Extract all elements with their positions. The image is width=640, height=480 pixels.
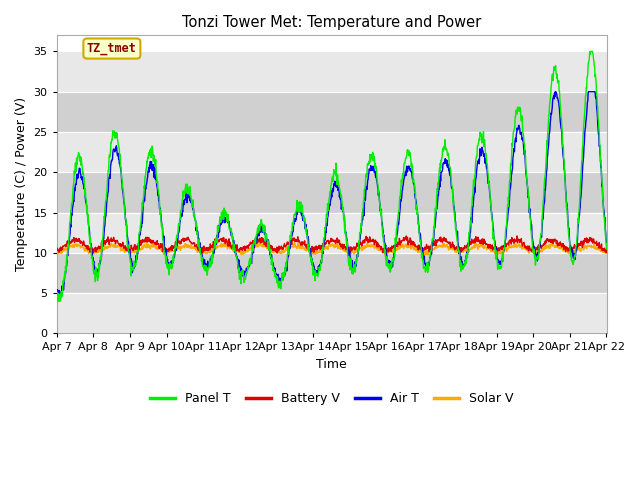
Solar V: [424, 252, 432, 258]
Bar: [57, 253, 607, 293]
Panel T: [417, 245, 425, 251]
Battery V: [417, 246, 425, 252]
Panel T: [175, 222, 183, 228]
Battery V: [53, 245, 61, 251]
Solar V: [538, 248, 546, 254]
Air T: [175, 228, 183, 233]
Solar V: [490, 246, 497, 252]
Bar: [57, 92, 607, 132]
Battery V: [237, 245, 244, 251]
Solar V: [175, 246, 183, 252]
Panel T: [603, 246, 611, 252]
Bar: [57, 51, 607, 92]
Bar: [57, 213, 607, 253]
Battery V: [513, 233, 521, 239]
Bar: [57, 132, 607, 172]
Solar V: [237, 248, 244, 254]
Legend: Panel T, Battery V, Air T, Solar V: Panel T, Battery V, Air T, Solar V: [145, 387, 518, 410]
Battery V: [538, 244, 545, 250]
Air T: [237, 268, 244, 274]
Battery V: [489, 247, 497, 253]
Solar V: [603, 249, 611, 255]
Air T: [54, 290, 62, 296]
Air T: [603, 240, 611, 245]
Line: Air T: Air T: [57, 92, 607, 293]
Line: Solar V: Solar V: [57, 242, 607, 255]
Panel T: [162, 261, 170, 266]
Panel T: [586, 48, 593, 54]
Panel T: [54, 298, 61, 304]
Panel T: [53, 295, 61, 300]
Panel T: [489, 236, 497, 241]
Battery V: [162, 246, 170, 252]
X-axis label: Time: Time: [316, 358, 347, 371]
Air T: [53, 289, 61, 295]
Panel T: [538, 229, 545, 235]
Air T: [538, 234, 545, 240]
Y-axis label: Temperature (C) / Power (V): Temperature (C) / Power (V): [15, 97, 28, 271]
Line: Battery V: Battery V: [57, 236, 607, 253]
Panel T: [237, 281, 244, 287]
Title: Tonzi Tower Met: Temperature and Power: Tonzi Tower Met: Temperature and Power: [182, 15, 481, 30]
Battery V: [175, 238, 183, 243]
Solar V: [53, 251, 61, 256]
Battery V: [602, 250, 610, 256]
Air T: [552, 89, 559, 95]
Air T: [162, 247, 170, 252]
Bar: [57, 172, 607, 213]
Solar V: [291, 240, 299, 245]
Bar: [57, 293, 607, 334]
Air T: [417, 241, 425, 247]
Solar V: [417, 249, 425, 254]
Air T: [489, 225, 497, 231]
Solar V: [162, 248, 170, 254]
Battery V: [603, 247, 611, 253]
Text: TZ_tmet: TZ_tmet: [87, 42, 137, 55]
Line: Panel T: Panel T: [57, 51, 607, 301]
